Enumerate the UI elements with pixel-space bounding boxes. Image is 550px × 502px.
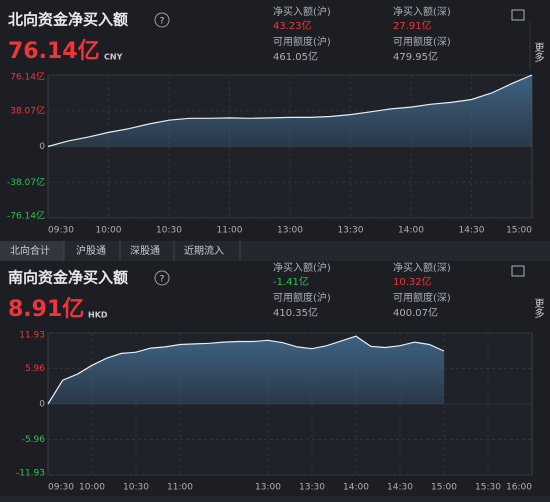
stat-label: 可用额度(深) (393, 291, 451, 304)
y-tick-label: 11.93 (19, 331, 45, 341)
tab-bar (0, 496, 550, 502)
y-tick-label: -38.07亿 (7, 176, 45, 188)
help-icon[interactable] (154, 12, 170, 28)
more-button[interactable]: 更多 (532, 298, 544, 319)
stat-label: 净买入额(深) (393, 5, 451, 18)
stat-label: 可用额度(沪) (273, 291, 331, 304)
south-currency: HKD (88, 311, 108, 320)
x-tick-label: 14:00 (398, 226, 424, 236)
line (47, 335, 445, 405)
tab[interactable]: 北向合计 (10, 244, 50, 257)
y-tick-label: -11.93 (16, 469, 45, 479)
area (48, 336, 444, 404)
stat-label: 净买入额(沪) (273, 261, 331, 274)
tab-bar (0, 241, 550, 261)
more-button[interactable]: 更多 (532, 42, 544, 63)
y-tick-label: 0 (39, 142, 45, 152)
stat-value: 410.35亿 (273, 306, 318, 319)
x-tick-label: 16:00 (506, 483, 532, 493)
y-tick-label: -76.14亿 (7, 210, 45, 222)
y-tick-label: 76.14亿 (10, 71, 45, 83)
line (47, 74, 533, 148)
x-tick-label: 13:30 (338, 226, 364, 236)
stat-value: 27.91亿 (393, 19, 432, 32)
stat-value: -1.41亿 (273, 275, 309, 288)
chart-icon[interactable] (511, 265, 525, 277)
stat-value: 461.05亿 (273, 50, 318, 63)
x-tick-label: 10:30 (123, 483, 149, 493)
tab-active-bg (0, 241, 64, 261)
y-tick-label: 38.07亿 (10, 104, 45, 116)
north-total: 76.14亿 (8, 39, 100, 64)
help-icon[interactable] (154, 270, 170, 286)
x-tick-label: 11:00 (217, 226, 243, 236)
x-tick-label: 15:00 (431, 483, 457, 493)
south-total: 8.91亿 (8, 297, 84, 322)
stat-label: 净买入额(沪) (273, 5, 331, 18)
x-tick-label: 13:30 (299, 483, 325, 493)
area (48, 75, 532, 147)
x-tick-label: 09:30 (48, 483, 74, 493)
stat-label: 可用额度(沪) (273, 35, 331, 48)
stat-label: 可用额度(深) (393, 35, 451, 48)
stat-value: 400.07亿 (393, 306, 438, 319)
chart-icon[interactable] (511, 9, 525, 21)
x-tick-label: 13:00 (277, 226, 303, 236)
stat-value: 479.95亿 (393, 50, 438, 63)
x-tick-label: 15:30 (475, 483, 501, 493)
x-tick-label: 15:00 (506, 226, 532, 236)
stat-value: 43.23亿 (273, 19, 312, 32)
stat-label: 净买入额(深) (393, 261, 451, 274)
y-tick-label: 5.96 (25, 364, 45, 374)
south-title: 南向资金净买入额 (8, 269, 128, 287)
y-tick-label: -5.96 (22, 435, 46, 445)
tab[interactable]: 深股通 (130, 245, 160, 257)
y-tick-label: 0 (39, 400, 45, 410)
x-tick-label: 10:00 (79, 483, 105, 493)
x-tick-label: 09:30 (48, 226, 74, 236)
help-mark: ? (160, 275, 165, 285)
x-tick-label: 10:00 (96, 226, 122, 236)
x-tick-label: 10:30 (156, 226, 182, 236)
x-tick-label: 14:00 (343, 483, 369, 493)
north-title: 北向资金净买入额 (8, 11, 128, 29)
tab[interactable]: 近期流入 (184, 244, 224, 257)
help-mark: ? (160, 17, 165, 27)
north-currency: CNY (104, 53, 123, 62)
x-tick-label: 11:00 (167, 483, 193, 493)
stat-value: 10.32亿 (393, 275, 432, 288)
tab[interactable]: 沪股通 (76, 244, 106, 257)
x-tick-label: 14:30 (459, 226, 485, 236)
x-tick-label: 13:00 (255, 483, 281, 493)
x-tick-label: 14:30 (387, 483, 413, 493)
